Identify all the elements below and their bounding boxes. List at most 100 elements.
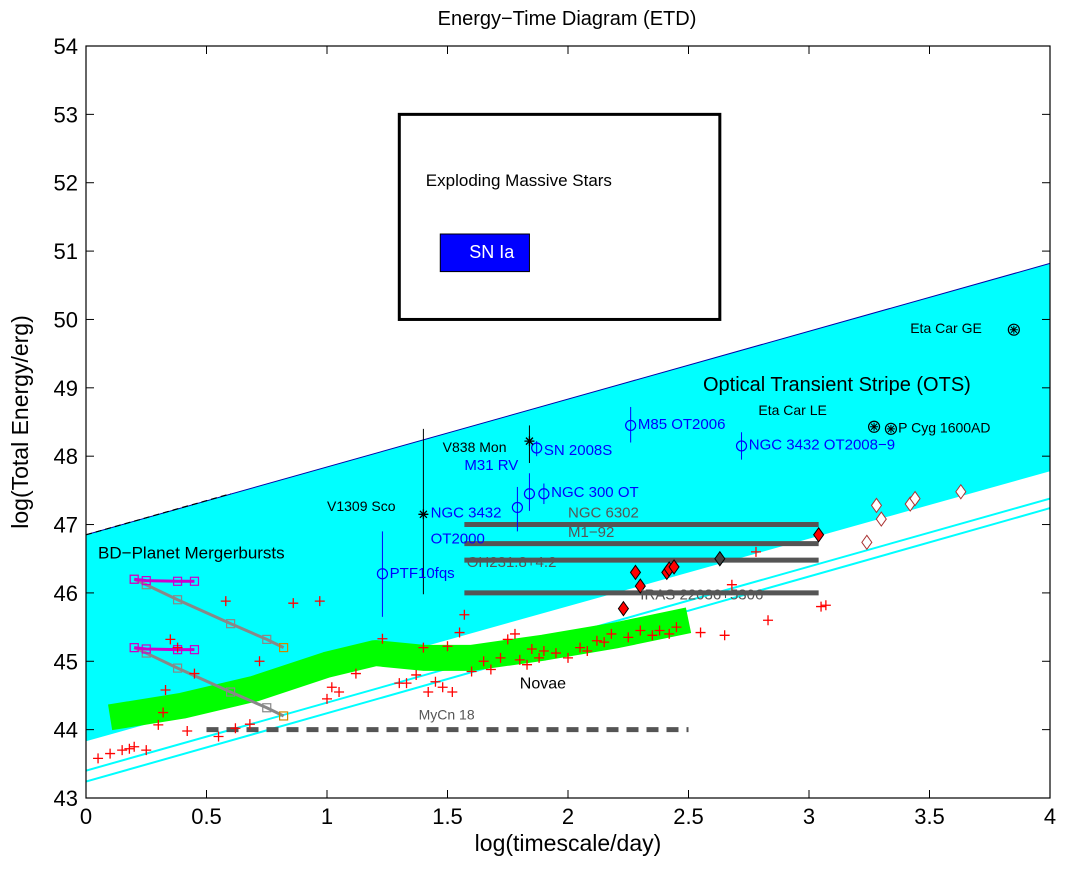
nova-cross-point bbox=[534, 652, 545, 663]
lbv-star-mark bbox=[1009, 325, 1018, 334]
y-axis: 43 44 45 46 47 48 49 50 51 52 53 54 bbox=[54, 34, 1050, 811]
star-point bbox=[418, 509, 429, 520]
nova-cross-point bbox=[93, 753, 104, 764]
nova-cross-point bbox=[220, 596, 231, 607]
nova-cross-point bbox=[105, 748, 116, 759]
x-tick-label: 3.5 bbox=[914, 804, 945, 829]
nova-cross-point bbox=[591, 635, 602, 646]
x-tick-label: 4 bbox=[1044, 804, 1056, 829]
filled-diamond-point bbox=[668, 559, 680, 575]
ots-stripe-band bbox=[86, 263, 1050, 742]
nova-cross-point bbox=[671, 622, 682, 633]
x-tick-label: 0.5 bbox=[191, 804, 222, 829]
y-tick-label: 47 bbox=[54, 513, 78, 538]
nova-cross-point bbox=[820, 600, 831, 611]
nova-cross-point bbox=[334, 687, 345, 698]
chart-annotation-label: NGC 3432 OT2008−9 bbox=[749, 436, 895, 453]
nova-cross-point bbox=[411, 669, 422, 680]
nova-cross-point bbox=[288, 598, 299, 609]
y-tick-label: 43 bbox=[54, 786, 78, 811]
ilot-circle-point bbox=[531, 442, 543, 454]
open-diamond-point bbox=[875, 511, 887, 527]
bd-track-marker bbox=[189, 576, 200, 586]
ilot-circle-point bbox=[511, 501, 523, 514]
open-diamond-point bbox=[909, 490, 921, 507]
open-diamond-point bbox=[955, 483, 967, 500]
chart-annotation-label: NGC 300 OT bbox=[551, 484, 639, 501]
x-tick-label: 1.5 bbox=[432, 804, 463, 829]
bd-track-marker bbox=[172, 595, 183, 605]
chart-title: Energy−Time Diagram (ETD) bbox=[438, 8, 697, 30]
nova-cross-point bbox=[254, 656, 265, 667]
bd-planet-track bbox=[134, 646, 195, 652]
plot-content bbox=[86, 112, 1050, 783]
chart-annotation-label: SN Ia bbox=[469, 242, 515, 262]
novae-band bbox=[108, 607, 692, 731]
x-tick-label: 0 bbox=[80, 804, 92, 829]
y-tick-label: 54 bbox=[54, 34, 78, 59]
chart-annotation-label: M85 OT2006 bbox=[638, 416, 726, 433]
filled-diamond-point bbox=[714, 550, 726, 567]
lbv-circle-point bbox=[884, 422, 898, 435]
chart-annotation-label: Novae bbox=[520, 676, 566, 693]
filled-diamond-point bbox=[634, 578, 646, 594]
nova-cross-point bbox=[314, 596, 325, 607]
y-axis-label: log(Total Energy/erg) bbox=[7, 315, 33, 529]
x-tick-label: 1 bbox=[321, 804, 333, 829]
nova-cross-point bbox=[763, 615, 774, 626]
nova-cross-point bbox=[129, 741, 140, 752]
ilot-circle-point bbox=[735, 440, 748, 452]
chart-annotation-label: IRAS 22036+5306 bbox=[640, 587, 763, 604]
bd-track-marker bbox=[279, 642, 289, 653]
bd-planet-track bbox=[133, 646, 285, 718]
nova-cross-point bbox=[430, 676, 441, 687]
nova-cross-point bbox=[377, 633, 388, 644]
nova-cross-point bbox=[495, 652, 506, 663]
chart-annotation-label: NGC 6302 bbox=[568, 505, 639, 522]
chart-annotation-label: P Cyg 1600AD bbox=[898, 419, 990, 435]
sn-ia-box bbox=[439, 233, 530, 273]
chart-annotation-label: MyCn 18 bbox=[419, 706, 475, 722]
y-tick-label: 51 bbox=[54, 239, 78, 264]
x-tick-label: 2.5 bbox=[673, 804, 704, 829]
nova-cross-point bbox=[478, 656, 489, 667]
nova-cross-point bbox=[141, 745, 152, 756]
bd-track-marker bbox=[141, 644, 151, 654]
y-tick-label: 50 bbox=[54, 307, 78, 332]
x-tick-label: 2 bbox=[562, 804, 574, 829]
nova-cross-point bbox=[575, 642, 586, 653]
chart-annotation-label: BD−Planet Mergerbursts bbox=[98, 544, 285, 563]
nova-cross-point bbox=[437, 682, 448, 693]
nova-cross-point bbox=[582, 646, 593, 657]
y-tick-label: 53 bbox=[54, 102, 78, 127]
nova-cross-point bbox=[350, 668, 361, 679]
lbv-star-mark bbox=[886, 424, 895, 433]
nova-cross-point bbox=[182, 726, 193, 737]
chart-annotation-label: Eta Car LE bbox=[758, 402, 826, 418]
bd-track-marker bbox=[172, 663, 183, 673]
y-tick-label: 52 bbox=[54, 171, 78, 196]
ilot-circle-point bbox=[625, 419, 637, 432]
bd-track-marker bbox=[189, 645, 200, 655]
filled-diamond-point bbox=[629, 564, 642, 581]
bd-track-marker bbox=[172, 576, 183, 586]
bd-track-marker bbox=[141, 576, 151, 586]
chart-annotation-label: Optical Transient Stripe (OTS) bbox=[703, 374, 971, 396]
nova-cross-point bbox=[165, 634, 176, 645]
chart-annotation-label: SN 2008S bbox=[544, 442, 612, 459]
filled-diamond-point bbox=[617, 600, 630, 617]
ilot-circle-point bbox=[376, 568, 389, 580]
chart-annotation-label: NGC 3432 bbox=[431, 505, 502, 522]
chart-annotation-label: M1−92 bbox=[568, 524, 614, 541]
chart-annotation-label: V838 Mon bbox=[443, 439, 507, 455]
bd-track-marker bbox=[226, 687, 236, 697]
ots-stripe-dashed-edge bbox=[86, 493, 231, 536]
nova-cross-point bbox=[153, 719, 164, 730]
nova-cross-point bbox=[664, 628, 675, 639]
nova-cross-point bbox=[550, 648, 561, 659]
x-axis-label: log(timescale/day) bbox=[475, 830, 662, 856]
nova-cross-point bbox=[526, 643, 537, 654]
nova-cross-point bbox=[538, 646, 549, 657]
lbv-star-mark bbox=[870, 422, 879, 431]
